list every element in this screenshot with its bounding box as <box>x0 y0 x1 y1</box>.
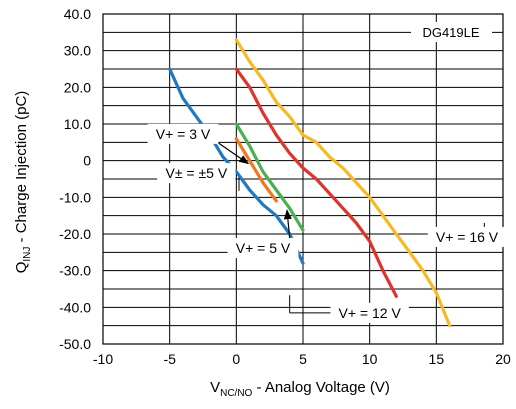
y-axis-title: QINJ - Charge Injection (pC) <box>13 91 33 274</box>
y-axis-title-main: Q <box>13 262 30 274</box>
annotation-label: V+ = 12 V <box>339 305 402 321</box>
annotation-box <box>427 226 507 247</box>
x-tick-label: -5 <box>163 351 176 367</box>
series-layer <box>168 38 452 328</box>
x-tick-label: -10 <box>93 351 113 367</box>
y-tick-label: 40.0 <box>64 6 91 22</box>
x-tick-label: 20 <box>495 351 511 367</box>
y-tick-label: -10.0 <box>59 189 91 205</box>
y-tick-label: -50.0 <box>59 336 91 352</box>
series-line-4 <box>234 67 398 298</box>
annotation-box <box>330 302 409 323</box>
y-tick-label: 30.0 <box>64 43 91 59</box>
x-tick-label: 10 <box>362 351 378 367</box>
badge-background <box>411 22 492 42</box>
series-line-1 <box>168 67 305 265</box>
series-line-5 <box>234 38 452 328</box>
y-tick-label: -20.0 <box>59 226 91 242</box>
annotation-box <box>157 163 236 184</box>
plot-border <box>102 13 504 345</box>
annotation-label: V+ = 5 V <box>236 240 291 256</box>
y-tick-label: -30.0 <box>59 263 91 279</box>
x-tick-label: 0 <box>232 351 240 367</box>
y-axis-title-sub: INJ <box>22 247 33 262</box>
annotation-box <box>227 237 299 258</box>
x-axis-title-sub: NC/NO <box>220 388 252 399</box>
annotation-label: V+ = 16 V <box>436 229 499 245</box>
x-axis-title: VNC/NO - Analog Voltage (V) <box>210 379 390 399</box>
y-tick-label: -40.0 <box>59 299 91 315</box>
x-tick-label: 15 <box>429 351 445 367</box>
annotation-label: V+ = 3 V <box>156 126 211 142</box>
annotations-layer: V+ = 3 V V± = ±5 V V+ = 5 V V+ = 12 V V+ = 1… <box>147 123 507 323</box>
y-tick-label: 20.0 <box>64 79 91 95</box>
x-axis-title-main: V <box>210 379 220 396</box>
badge: DG419LE <box>411 22 492 42</box>
series-line-3 <box>234 137 278 203</box>
x-tick-label: 5 <box>299 351 307 367</box>
annotation-box <box>147 123 219 144</box>
y-axis-title-rest: - Charge Injection (pC) <box>13 91 30 247</box>
y-tick-label: 10.0 <box>64 116 91 132</box>
series-line-2 <box>234 122 305 232</box>
badge-label: DG419LE <box>422 25 479 40</box>
plot-frame <box>102 13 504 345</box>
x-axis-title-rest: - Analog Voltage (V) <box>252 379 390 396</box>
tick-labels: -10 -5 0 5 10 15 20 -50.0 -40.0 -30.0 -20.0 -10.0 0 1… <box>59 6 511 367</box>
y-tick-label: 0 <box>83 153 91 169</box>
annotation-label: V± = ±5 V <box>165 165 227 181</box>
